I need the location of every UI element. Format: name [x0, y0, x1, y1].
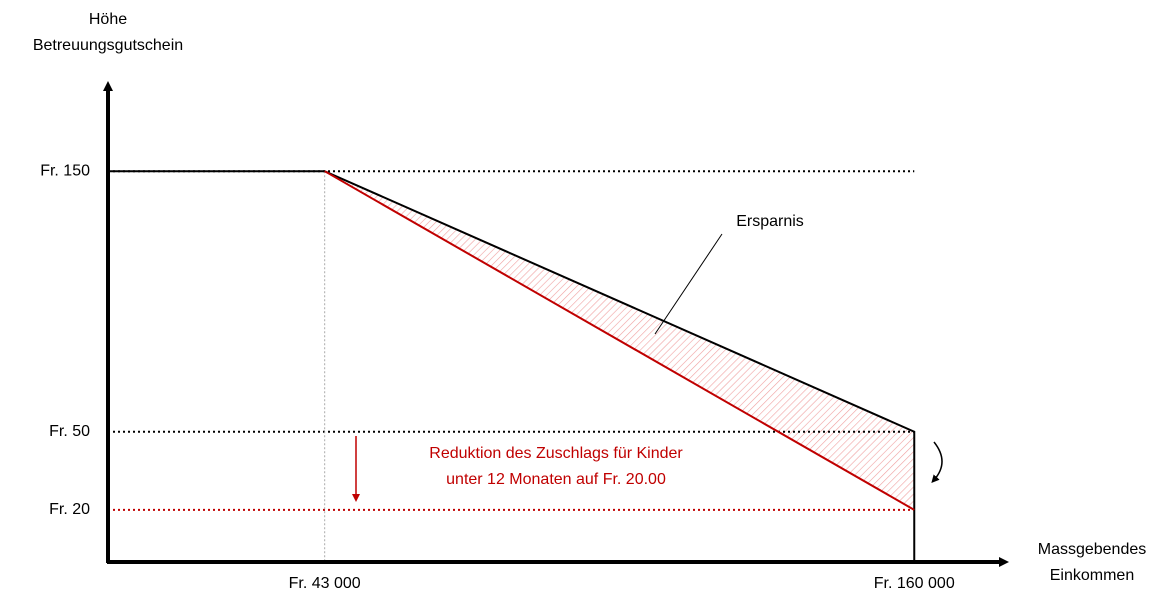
y-axis-label: Höhe: [89, 11, 127, 28]
y-tick-label: Fr. 150: [40, 162, 90, 179]
x-tick-label: Fr. 160 000: [874, 575, 955, 592]
y-axis-label: Betreuungsgutschein: [33, 37, 183, 54]
curved-arrow: [931, 441, 943, 483]
y-tick-label: Fr. 50: [49, 423, 90, 440]
x-tick-label: Fr. 43 000: [289, 575, 361, 592]
leader-line: [654, 233, 723, 335]
x-axis-label: Einkommen: [1050, 567, 1134, 584]
x-axis-label: Massgebendes: [1038, 541, 1147, 558]
annotation: Reduktion des Zuschlags für Kinder: [429, 445, 683, 462]
y-tick-label: Fr. 20: [49, 501, 90, 518]
annotation: Ersparnis: [736, 213, 804, 230]
series-line: [108, 170, 916, 562]
series-line: [324, 170, 915, 511]
annotation: unter 12 Monaten auf Fr. 20.00: [446, 471, 666, 488]
